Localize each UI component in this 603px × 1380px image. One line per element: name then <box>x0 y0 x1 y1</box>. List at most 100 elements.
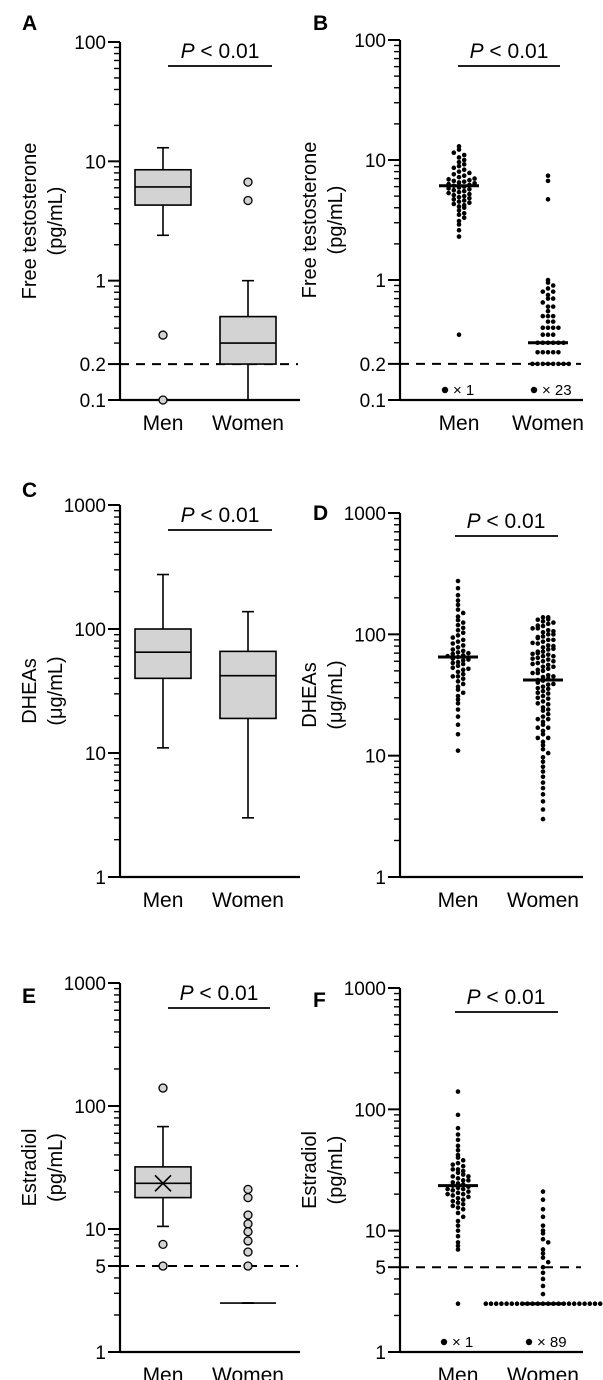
data-point <box>456 218 462 224</box>
data-point <box>451 187 457 193</box>
data-point <box>545 296 551 301</box>
data-point <box>540 639 546 644</box>
data-point <box>450 1203 456 1209</box>
data-point <box>461 193 467 199</box>
data-point <box>466 1194 471 1200</box>
data-point <box>460 1214 466 1220</box>
data-point <box>540 658 546 664</box>
data-point <box>545 361 551 367</box>
data-point <box>455 592 461 598</box>
data-point <box>455 1243 461 1249</box>
data-point <box>466 1174 471 1179</box>
pvalue-p: P <box>180 982 194 1005</box>
pvalue-p: P <box>467 510 481 533</box>
data-point <box>540 769 546 774</box>
data-point <box>535 685 541 691</box>
series-women <box>528 173 572 367</box>
y-tick-label: 5 <box>95 1257 106 1278</box>
data-point <box>530 656 535 661</box>
data-point <box>455 701 461 706</box>
data-point <box>535 670 541 676</box>
data-point <box>461 188 467 194</box>
y-axis-title: Estradiol <box>19 1129 41 1207</box>
data-point <box>545 696 551 701</box>
data-point <box>455 722 461 727</box>
outlier-point <box>243 1219 253 1229</box>
pvalue-rest: < 0.01 <box>484 40 549 63</box>
data-point <box>540 664 546 670</box>
data-point <box>551 658 556 664</box>
data-point <box>450 1167 456 1172</box>
data-point <box>460 690 466 696</box>
data-point <box>450 635 456 640</box>
y-tick-label: 100 <box>354 625 386 646</box>
data-point <box>460 681 466 687</box>
data-point <box>545 691 551 696</box>
pvalue-rest: < 0.01 <box>194 982 259 1005</box>
data-point <box>540 623 546 629</box>
outlier-point <box>243 1210 253 1220</box>
data-point <box>450 647 456 652</box>
data-point <box>455 674 461 679</box>
data-point <box>451 192 457 198</box>
data-point <box>535 735 541 741</box>
data-point <box>456 208 462 213</box>
data-point <box>455 622 461 628</box>
data-point <box>571 1301 577 1307</box>
data-point <box>455 1210 461 1216</box>
data-point <box>550 332 556 338</box>
box-men <box>134 573 192 749</box>
data-point <box>540 754 546 760</box>
panel-b: B 0.1 0.2 1 10 100 Free testosterone (pg/mL) Men… <box>299 12 584 435</box>
data-point <box>540 807 546 812</box>
panel-letter: A <box>22 12 37 35</box>
x-category-label: Women <box>212 889 284 912</box>
data-point <box>540 1247 546 1252</box>
x-category-label: Men <box>438 889 479 912</box>
y-tick-label: 1000 <box>344 979 386 1000</box>
data-point <box>545 637 551 643</box>
data-point <box>455 748 461 753</box>
data-point <box>540 728 546 734</box>
data-point <box>540 653 546 659</box>
data-point <box>540 1207 546 1212</box>
data-point <box>455 633 461 638</box>
data-point <box>540 325 546 331</box>
data-point <box>461 179 467 184</box>
data-point <box>493 1301 499 1307</box>
data-point <box>540 1251 546 1256</box>
y-tick-label: 10 <box>365 1222 386 1243</box>
pvalue-label: P < 0.01 <box>181 40 260 63</box>
data-point <box>545 686 551 692</box>
data-point <box>540 742 546 748</box>
data-point <box>461 152 467 158</box>
data-point <box>455 697 461 702</box>
data-point <box>535 701 541 706</box>
data-point <box>551 674 556 679</box>
data-point <box>460 1207 466 1212</box>
panel-a: A 0.1 0.2 1 10 100 Free testosterone (pg/mL) Men… <box>19 12 300 435</box>
data-point <box>455 669 461 675</box>
pvalue-rest: < 0.01 <box>195 504 260 527</box>
data-point <box>450 1193 456 1198</box>
data-point <box>456 212 462 218</box>
data-point <box>450 1174 456 1179</box>
data-point <box>545 711 551 717</box>
data-point <box>456 227 462 233</box>
y-tick-label: 10 <box>365 151 386 172</box>
data-point <box>587 1301 593 1307</box>
data-point <box>540 759 546 765</box>
data-point <box>455 1155 461 1160</box>
data-point <box>545 308 551 314</box>
panel-letter: F <box>313 989 326 1012</box>
data-point <box>530 361 535 367</box>
data-point <box>540 1283 546 1289</box>
data-point <box>545 325 551 331</box>
data-point <box>535 690 541 696</box>
data-point <box>540 332 546 338</box>
data-point <box>455 1137 461 1143</box>
panel-e: E 1 5 10 100 1000 Estradiol (pg/mL) Men Women P < … <box>19 974 300 1380</box>
data-point <box>550 283 556 288</box>
data-point <box>545 657 551 662</box>
